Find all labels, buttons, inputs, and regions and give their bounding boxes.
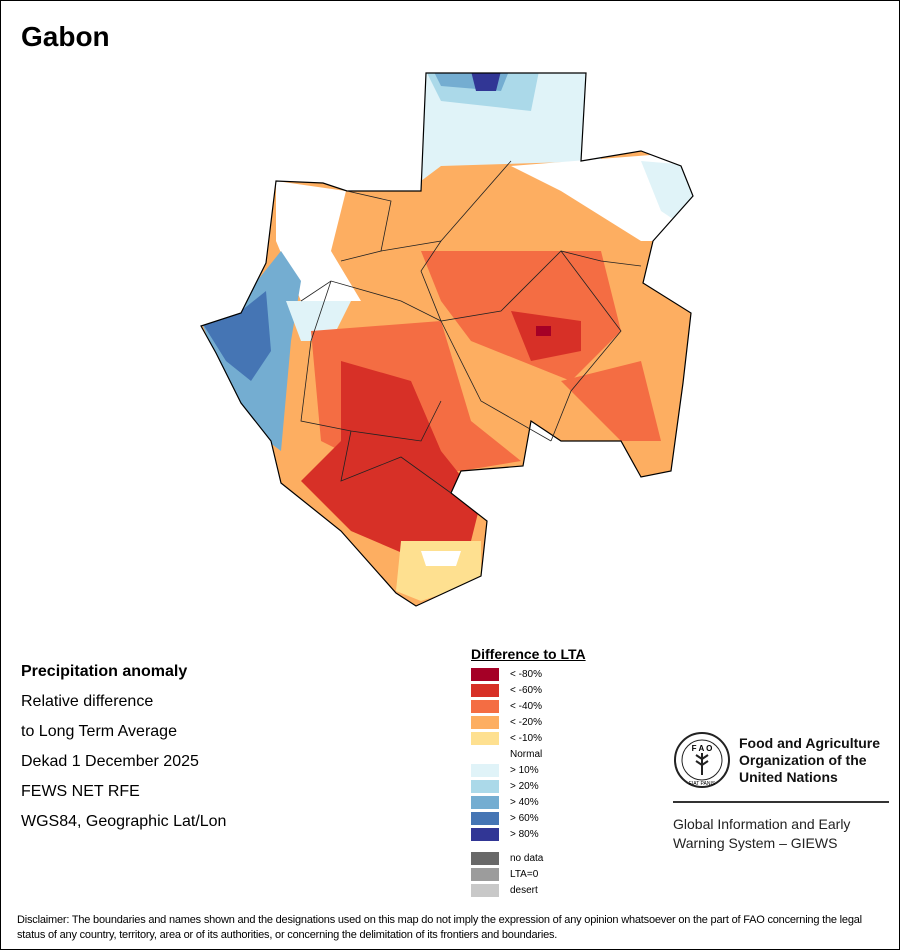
legend-label: > 60% — [510, 812, 539, 824]
legend-label: > 80% — [510, 828, 539, 840]
map-title: Gabon — [21, 21, 110, 52]
map-info: Precipitation anomaly Relative differenc… — [21, 657, 226, 837]
legend-item: < -80% — [471, 666, 586, 682]
legend-item: > 80% — [471, 826, 586, 842]
legend-label: < -80% — [510, 668, 542, 680]
legend-label: LTA=0 — [510, 868, 539, 880]
legend-item: < -60% — [471, 682, 586, 698]
legend-label: < -10% — [510, 732, 542, 744]
legend-swatch — [471, 867, 499, 881]
legend-swatch — [471, 827, 499, 841]
svg-text:FIAT PANIS: FIAT PANIS — [689, 781, 716, 787]
info-line: Relative difference — [21, 693, 154, 710]
legend-swatch — [471, 883, 499, 897]
legend-item: Normal — [471, 746, 586, 762]
legend-label: Normal — [510, 748, 543, 760]
legend-label: < -40% — [510, 700, 542, 712]
legend-item: < -40% — [471, 698, 586, 714]
legend-item: no data — [471, 850, 586, 866]
legend-item: > 60% — [471, 810, 586, 826]
svg-text:F A O: F A O — [692, 744, 713, 753]
legend-item: LTA=0 — [471, 866, 586, 882]
fao-logo-icon: F A O FIAT PANIS — [674, 732, 730, 788]
legend-swatch — [471, 811, 499, 825]
legend-label: > 40% — [510, 796, 539, 808]
legend-label: < -60% — [510, 684, 542, 696]
info-heading: Precipitation anomaly — [21, 663, 188, 680]
legend-swatch — [471, 715, 499, 729]
legend: Difference to LTA < -80% < -60% < -40% < -2… — [471, 645, 586, 898]
legend-title: Difference to LTA — [471, 646, 586, 662]
legend-item: < -20% — [471, 714, 586, 730]
legend-label: no data — [510, 852, 544, 864]
legend-swatch — [471, 851, 499, 865]
legend-item: desert — [471, 882, 586, 898]
legend-swatch — [471, 747, 499, 761]
legend-label: > 10% — [510, 764, 539, 776]
province-boundaries — [300, 160, 642, 494]
legend-item: > 20% — [471, 778, 586, 794]
legend-item: > 10% — [471, 762, 586, 778]
divider — [673, 801, 889, 803]
legend-item: > 40% — [471, 794, 586, 810]
legend-swatch — [471, 731, 499, 745]
legend-swatch — [471, 779, 499, 793]
legend-label: < -20% — [510, 716, 542, 728]
info-source: FEWS NET RFE — [21, 783, 140, 800]
legend-item: < -10% — [471, 730, 586, 746]
legend-label: > 20% — [510, 780, 539, 792]
info-projection: WGS84, Geographic Lat/Lon — [21, 813, 227, 830]
legend-swatch — [471, 667, 499, 681]
legend-label: desert — [510, 884, 538, 896]
giews-name: Global Information and Early Warning Sys… — [673, 816, 851, 851]
legend-swatch — [471, 763, 499, 777]
legend-swatch — [471, 683, 499, 697]
precipitation-anomaly-map — [200, 72, 694, 607]
legend-swatch — [471, 795, 499, 809]
info-date: Dekad 1 December 2025 — [21, 753, 199, 770]
info-line: to Long Term Average — [21, 723, 177, 740]
disclaimer: Disclaimer: The boundaries and names sho… — [17, 914, 862, 941]
fao-name: Food and Agriculture Organization of the… — [739, 735, 881, 785]
fao-logo-block: F A O FIAT PANIS Food and Agriculture Or… — [673, 731, 889, 851]
legend-swatch — [471, 699, 499, 713]
